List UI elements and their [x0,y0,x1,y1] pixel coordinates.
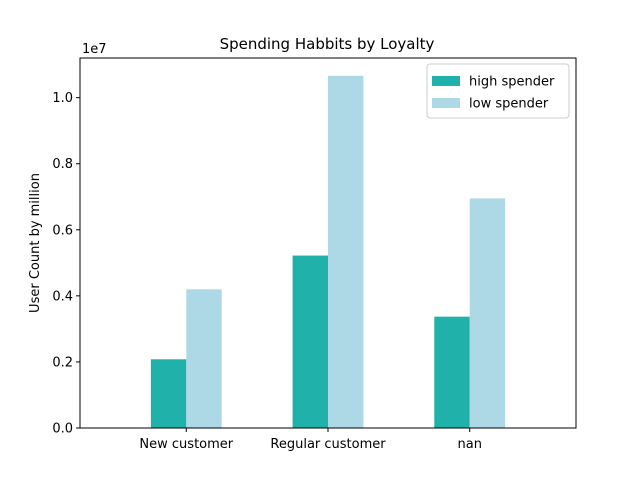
y-axis-title: User Count by million [28,173,43,313]
legend: high spender low spender [426,63,570,119]
legend-label: low spender [469,97,549,112]
y-tick-label: 0.0 [52,422,73,437]
bar [469,198,506,428]
y-ticks-group: 0.0 0.2 0.4 0.6 0.8 1.0 [52,91,80,437]
bar [434,316,470,428]
y-tick-label: 0.2 [52,355,73,370]
bar [150,359,187,428]
y-tick-label: 1.0 [52,91,73,106]
bar [292,255,328,428]
y-offset-label: 1e7 [82,42,107,57]
bar [328,75,364,428]
y-tick-label: 0.6 [52,223,73,238]
x-tick-label: Regular customer [270,437,386,452]
bars-group [150,75,506,428]
legend-frame [426,63,570,119]
legend-label: high spender [469,75,555,90]
legend-swatch [432,76,460,86]
chart-title: Spending Habbits by Loyalty [220,35,435,53]
legend-swatch [432,98,460,108]
plot-frame [79,57,577,429]
y-tick-label: 0.4 [52,289,73,304]
y-tick-label: 0.8 [52,157,73,172]
x-tick-label: nan [457,437,481,452]
bar [186,289,222,428]
x-ticks-group: New customer Regular customer nan [139,428,482,452]
x-tick-label: New customer [139,437,233,452]
